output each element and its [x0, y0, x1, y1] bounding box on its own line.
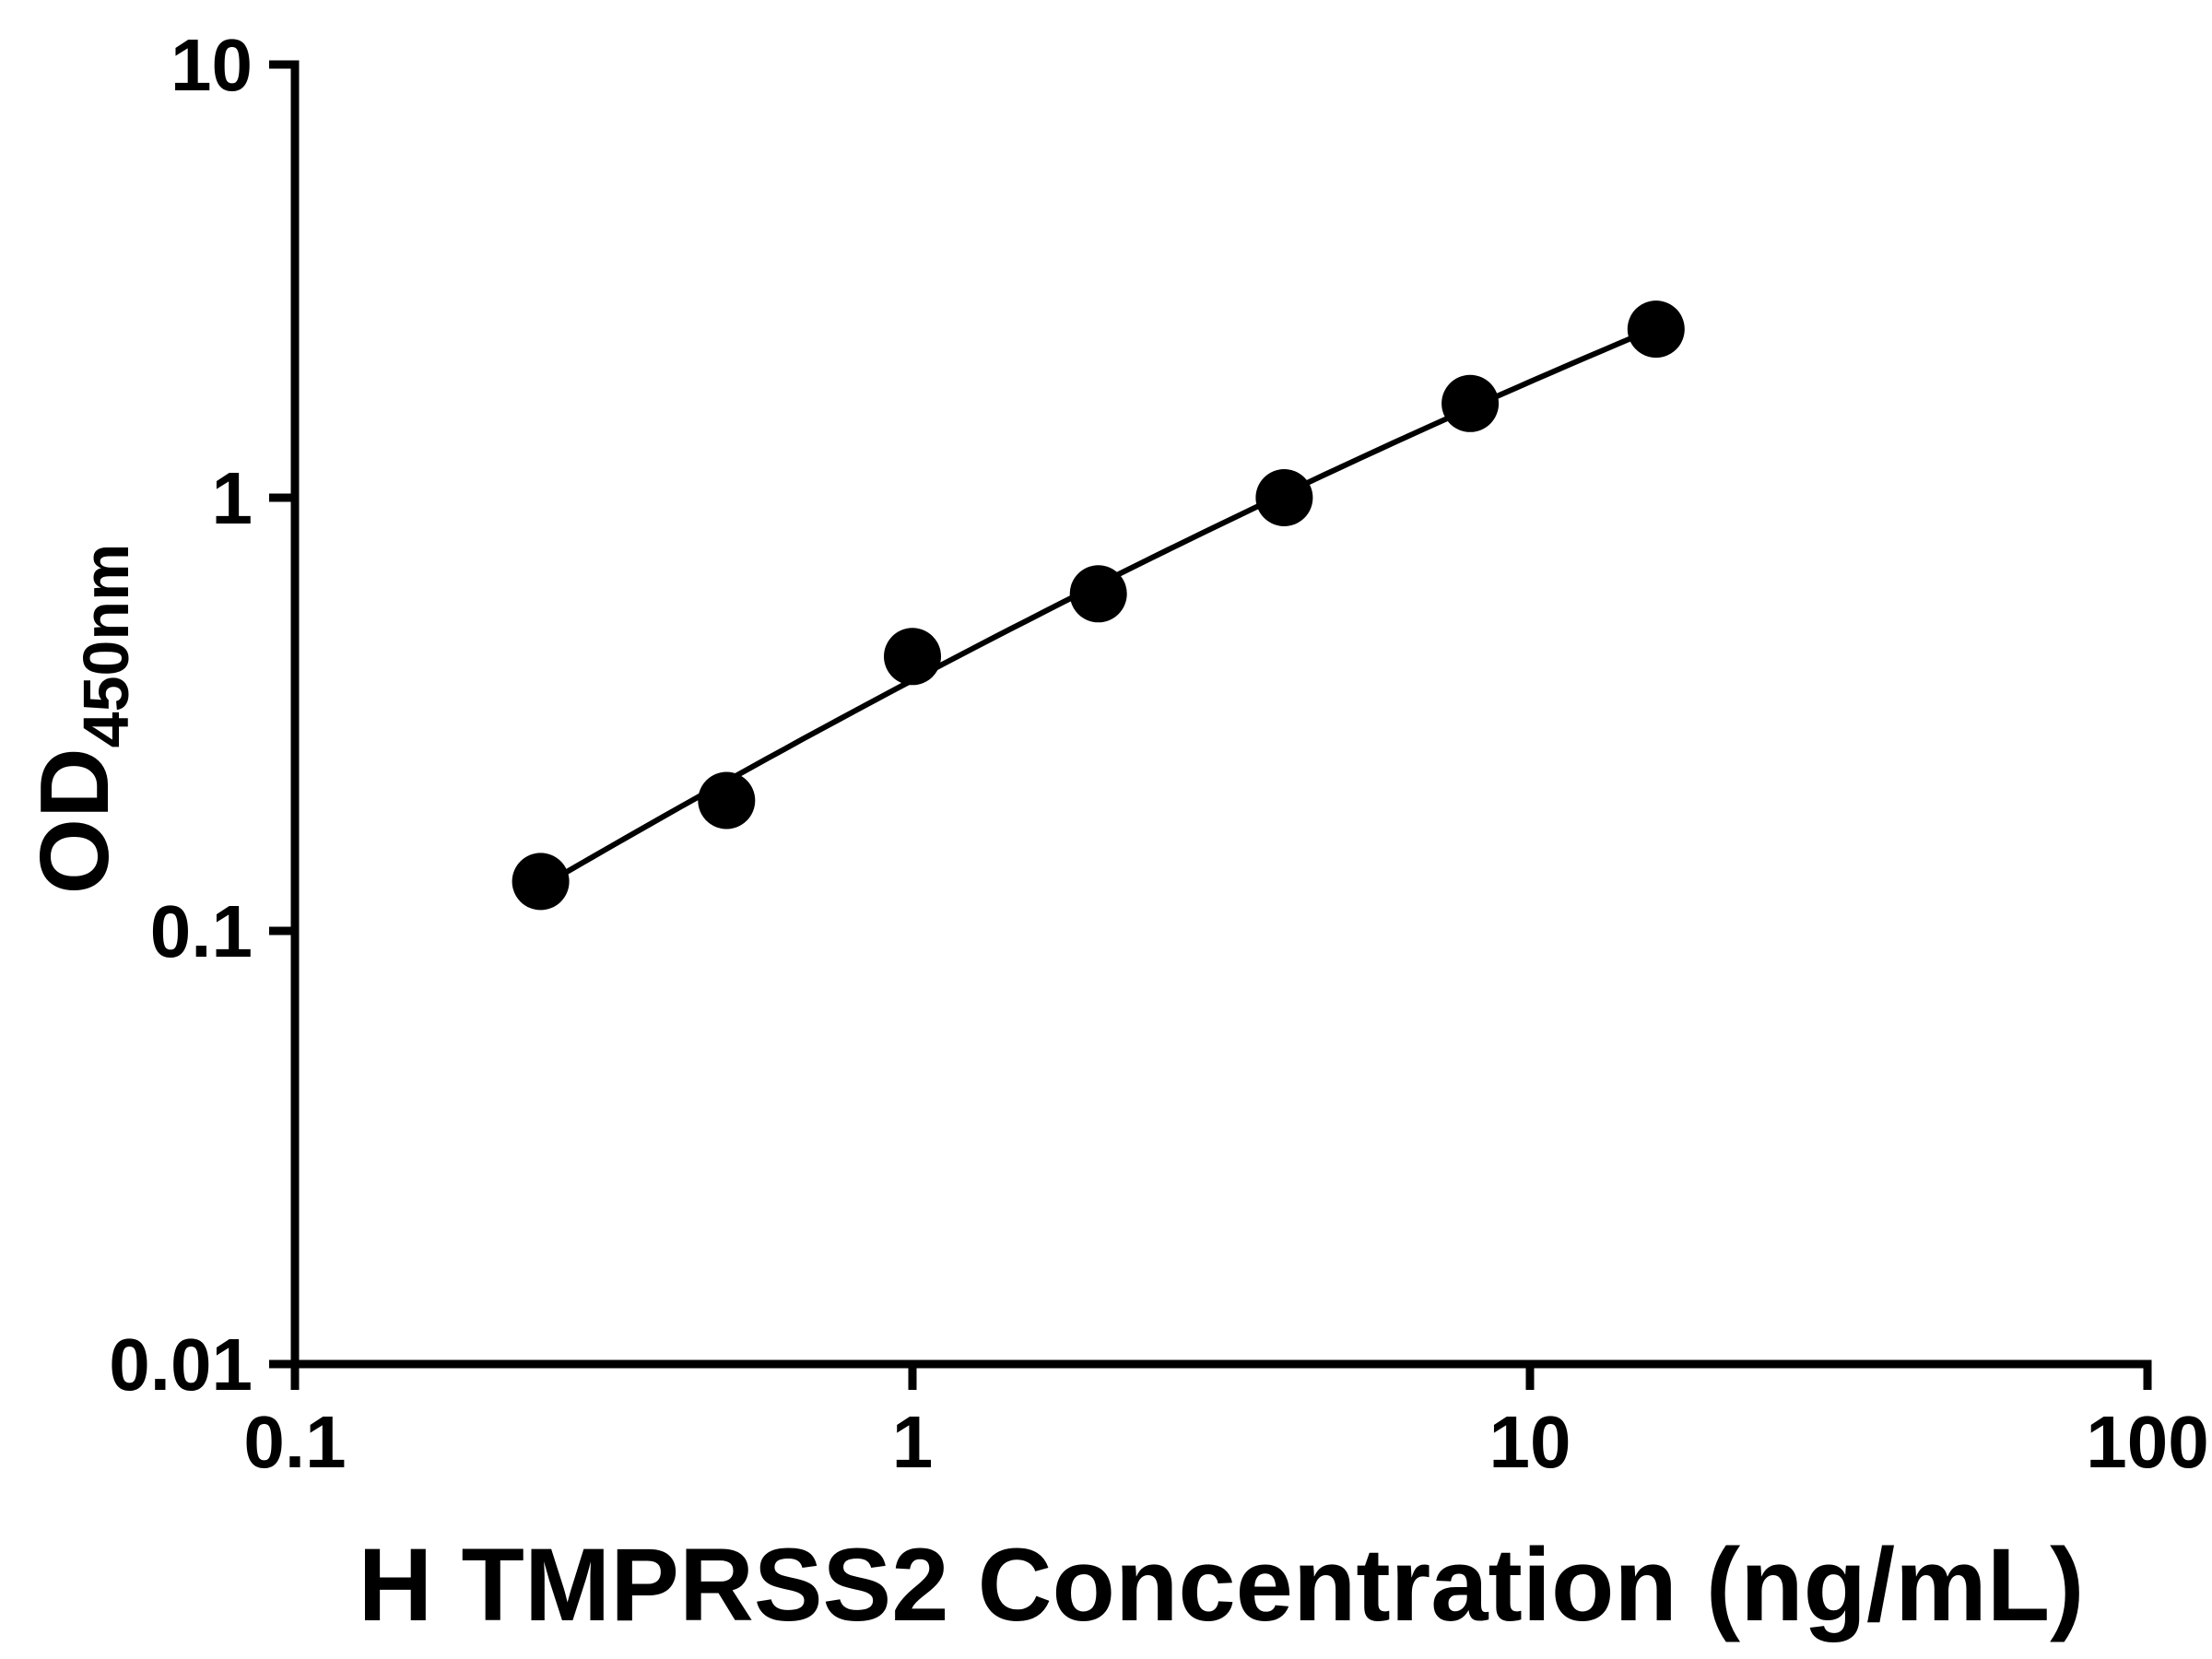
data-point — [1441, 374, 1500, 432]
y-axis-tick-label: 1 — [212, 457, 253, 539]
data-point — [1069, 565, 1127, 623]
y-axis-tick-label: 0.1 — [150, 890, 253, 972]
y-axis-title: OD450nm — [19, 544, 143, 895]
x-axis-tick-label: 100 — [2086, 1401, 2208, 1483]
data-point — [698, 771, 756, 830]
y-axis-tick-label: 10 — [171, 24, 253, 106]
data-point — [512, 853, 570, 911]
y-axis-title-base: OD — [19, 747, 129, 895]
data-point — [1627, 300, 1685, 359]
x-axis-tick-label: 10 — [1489, 1401, 1571, 1483]
axes-spines — [290, 60, 2152, 1369]
x-axis-title: H TMPRSS2 Concentration (ng/mL) — [358, 1527, 2085, 1642]
x-axis-tick-label: 1 — [892, 1401, 934, 1483]
x-axis-tick-label: 0.1 — [243, 1401, 346, 1483]
data-point — [884, 628, 941, 686]
y-axis-tick-label: 0.01 — [109, 1324, 253, 1406]
data-point — [1255, 469, 1313, 526]
y-axis-title-subscript: 450nm — [70, 543, 143, 748]
